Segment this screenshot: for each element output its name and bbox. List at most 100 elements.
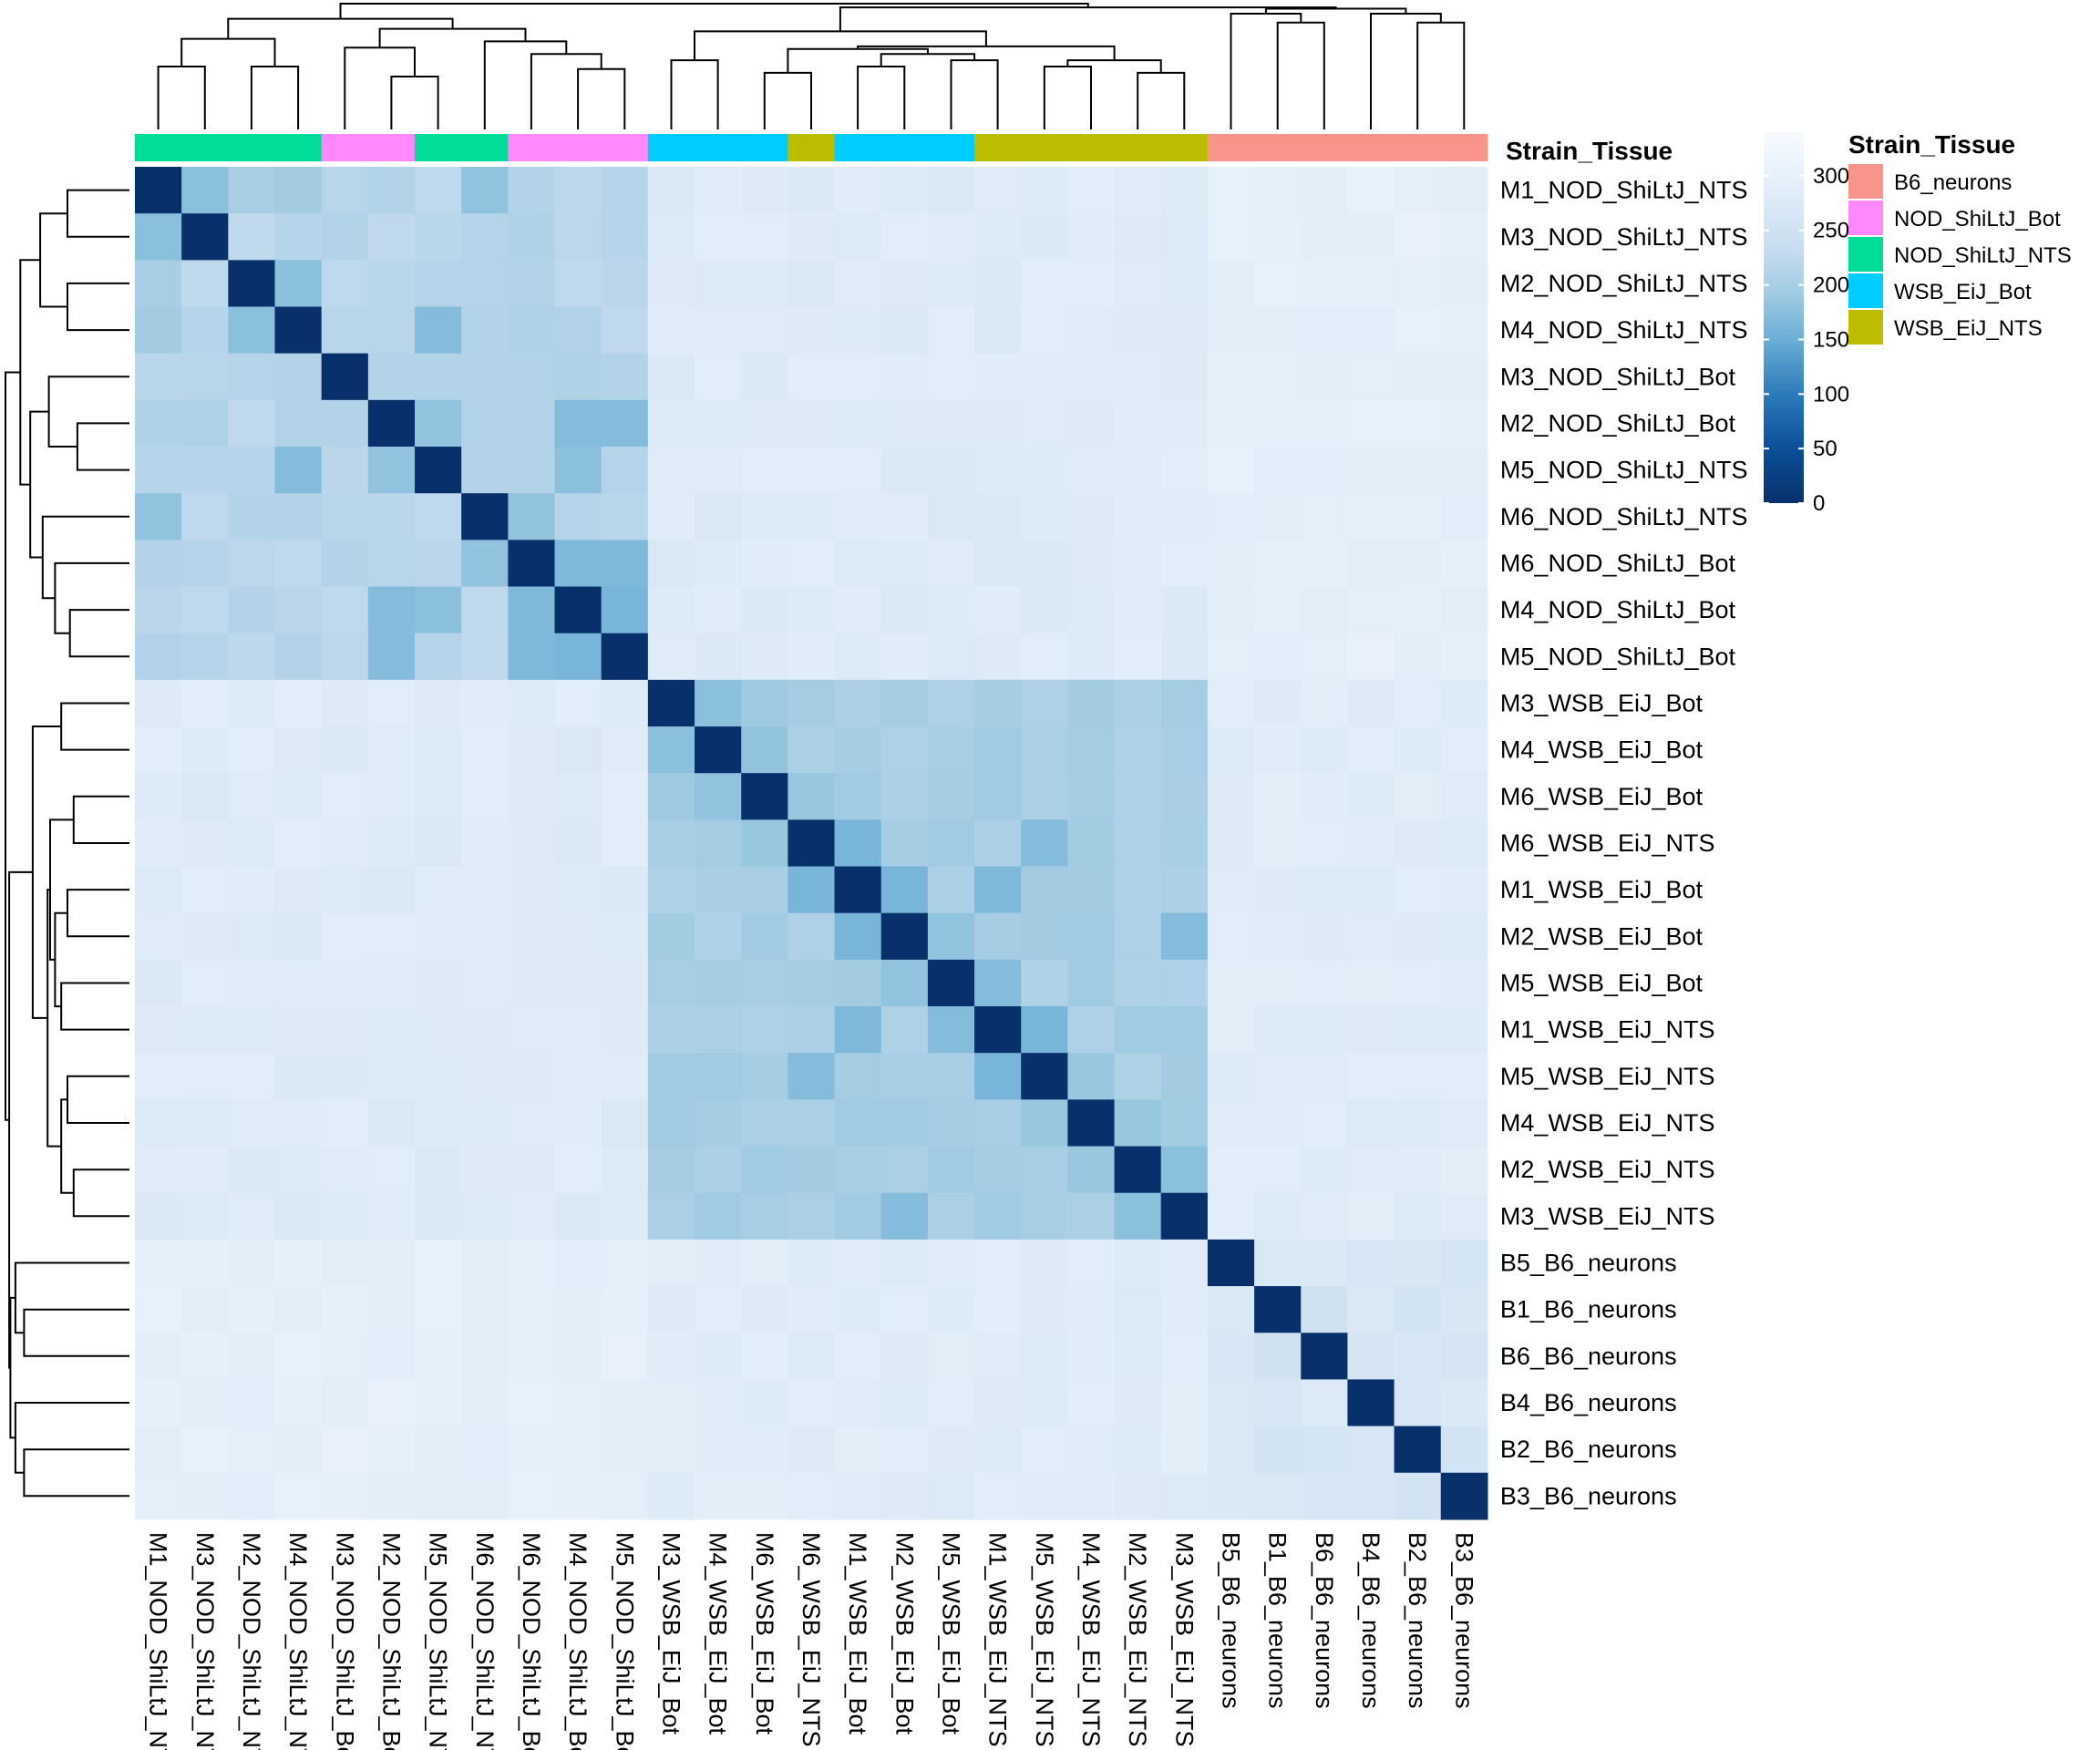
heatmap-cell bbox=[508, 959, 556, 1007]
heatmap-cell bbox=[461, 1192, 509, 1240]
column-label: M1_WSB_EiJ_Bot bbox=[844, 1532, 871, 1735]
annotation-cell bbox=[880, 134, 929, 161]
heatmap-cell bbox=[1067, 773, 1116, 820]
heatmap-cell bbox=[647, 1333, 695, 1381]
heatmap-cell bbox=[367, 1006, 416, 1054]
row-dendrogram-branch bbox=[23, 1308, 129, 1357]
heatmap-cell bbox=[274, 353, 323, 401]
heatmap-cell bbox=[1021, 447, 1068, 494]
heatmap-cell bbox=[880, 353, 929, 401]
heatmap-cell bbox=[1394, 959, 1442, 1007]
heatmap-cell bbox=[880, 1426, 929, 1474]
heatmap-cell bbox=[1301, 353, 1349, 401]
heatmap-cell bbox=[880, 959, 929, 1007]
heatmap-cell bbox=[461, 1006, 509, 1054]
heatmap-cell bbox=[927, 959, 975, 1007]
heatmap-cell bbox=[321, 633, 369, 681]
heatmap-cell bbox=[1114, 1053, 1162, 1100]
heatmap-cell bbox=[927, 447, 975, 494]
heatmap-cell bbox=[321, 1286, 369, 1333]
heatmap-cell bbox=[228, 260, 276, 308]
heatmap-cell bbox=[1394, 1192, 1442, 1240]
heatmap-cell bbox=[1394, 399, 1442, 448]
heatmap-cell bbox=[508, 447, 556, 494]
heatmap-cell bbox=[1254, 1286, 1302, 1333]
heatmap-cell bbox=[1207, 540, 1255, 588]
heatmap-cell bbox=[741, 540, 788, 588]
annotation-cell bbox=[1394, 134, 1442, 161]
heatmap-cell bbox=[321, 1006, 369, 1054]
heatmap-cell bbox=[1301, 912, 1349, 961]
column-dendrogram-branch bbox=[670, 59, 719, 129]
heatmap-cell bbox=[1021, 866, 1068, 914]
heatmap-cell bbox=[741, 866, 788, 914]
heatmap-cell bbox=[181, 866, 229, 914]
row-label: M6_NOD_ShiLtJ_Bot bbox=[1500, 550, 1736, 577]
heatmap-cell bbox=[508, 1099, 556, 1148]
heatmap-cell bbox=[554, 399, 602, 448]
heatmap-cell bbox=[1347, 447, 1395, 494]
heatmap-cell bbox=[834, 1053, 882, 1100]
row-dendrogram-branch bbox=[60, 982, 129, 1031]
heatmap-cell bbox=[1301, 399, 1349, 448]
heatmap-cell bbox=[1254, 1192, 1302, 1240]
heatmap-cell bbox=[181, 1053, 229, 1100]
heatmap-cell bbox=[321, 1239, 369, 1287]
heatmap-cell bbox=[927, 260, 975, 308]
heatmap-cell bbox=[415, 306, 462, 355]
heatmap-cell bbox=[1347, 959, 1395, 1007]
heatmap-cell bbox=[834, 819, 882, 868]
heatmap-cell bbox=[834, 1426, 882, 1474]
heatmap-cell bbox=[228, 1146, 276, 1194]
heatmap-cell bbox=[367, 726, 416, 774]
heatmap-cell bbox=[974, 1426, 1022, 1474]
heatmap-cell bbox=[927, 1053, 975, 1100]
heatmap-cell bbox=[415, 633, 462, 681]
column-label: M2_WSB_EiJ_Bot bbox=[890, 1532, 918, 1735]
row-label: M5_NOD_ShiLtJ_Bot bbox=[1500, 643, 1736, 670]
heatmap-cell bbox=[181, 1286, 229, 1333]
heatmap-cell bbox=[461, 633, 509, 681]
heatmap-cell bbox=[274, 1006, 323, 1054]
heatmap-cell bbox=[788, 213, 836, 261]
heatmap-cell bbox=[415, 959, 462, 1007]
heatmap-cell bbox=[1114, 866, 1162, 914]
column-label: M4_WSB_EiJ_Bot bbox=[705, 1532, 732, 1735]
heatmap-cell bbox=[741, 773, 788, 820]
heatmap-cell bbox=[880, 1192, 929, 1240]
heatmap-cell bbox=[1301, 167, 1349, 214]
heatmap-cell bbox=[508, 633, 556, 681]
heatmap-cell bbox=[601, 1472, 649, 1520]
heatmap-cell bbox=[1394, 633, 1442, 681]
heatmap-cell bbox=[181, 353, 229, 401]
heatmap-cell bbox=[461, 959, 509, 1007]
heatmap-cell bbox=[367, 866, 416, 914]
heatmap-cell bbox=[1301, 1472, 1349, 1520]
heatmap-cell bbox=[647, 1099, 695, 1148]
heatmap-cell bbox=[601, 493, 649, 540]
heatmap-cell bbox=[415, 1006, 462, 1054]
heatmap-cell bbox=[741, 726, 788, 774]
heatmap-cell bbox=[788, 306, 836, 355]
heatmap-cell bbox=[695, 773, 742, 820]
heatmap-cell bbox=[1067, 213, 1116, 261]
heatmap-cell bbox=[695, 633, 742, 681]
heatmap-cell bbox=[1440, 679, 1488, 727]
heatmap-cell bbox=[1160, 1053, 1209, 1100]
heatmap-cell bbox=[880, 866, 929, 914]
heatmap-cell bbox=[927, 819, 975, 868]
column-label: M4_NOD_ShiLtJ_Bot bbox=[564, 1532, 592, 1750]
heatmap-cell bbox=[274, 912, 323, 961]
heatmap-cell bbox=[367, 493, 416, 540]
heatmap-cell bbox=[367, 213, 416, 261]
heatmap-cell bbox=[1440, 633, 1488, 681]
heatmap-cell bbox=[695, 540, 742, 588]
column-label: M5_NOD_ShiLtJ_Bot bbox=[611, 1532, 638, 1750]
heatmap-cell bbox=[367, 353, 416, 401]
heatmap-cell bbox=[1160, 306, 1209, 355]
heatmap-cell bbox=[880, 679, 929, 727]
heatmap-cell bbox=[741, 1053, 788, 1100]
heatmap-cell bbox=[1254, 1426, 1302, 1474]
heatmap-cell bbox=[974, 493, 1022, 540]
heatmap-cell bbox=[1301, 1006, 1349, 1054]
